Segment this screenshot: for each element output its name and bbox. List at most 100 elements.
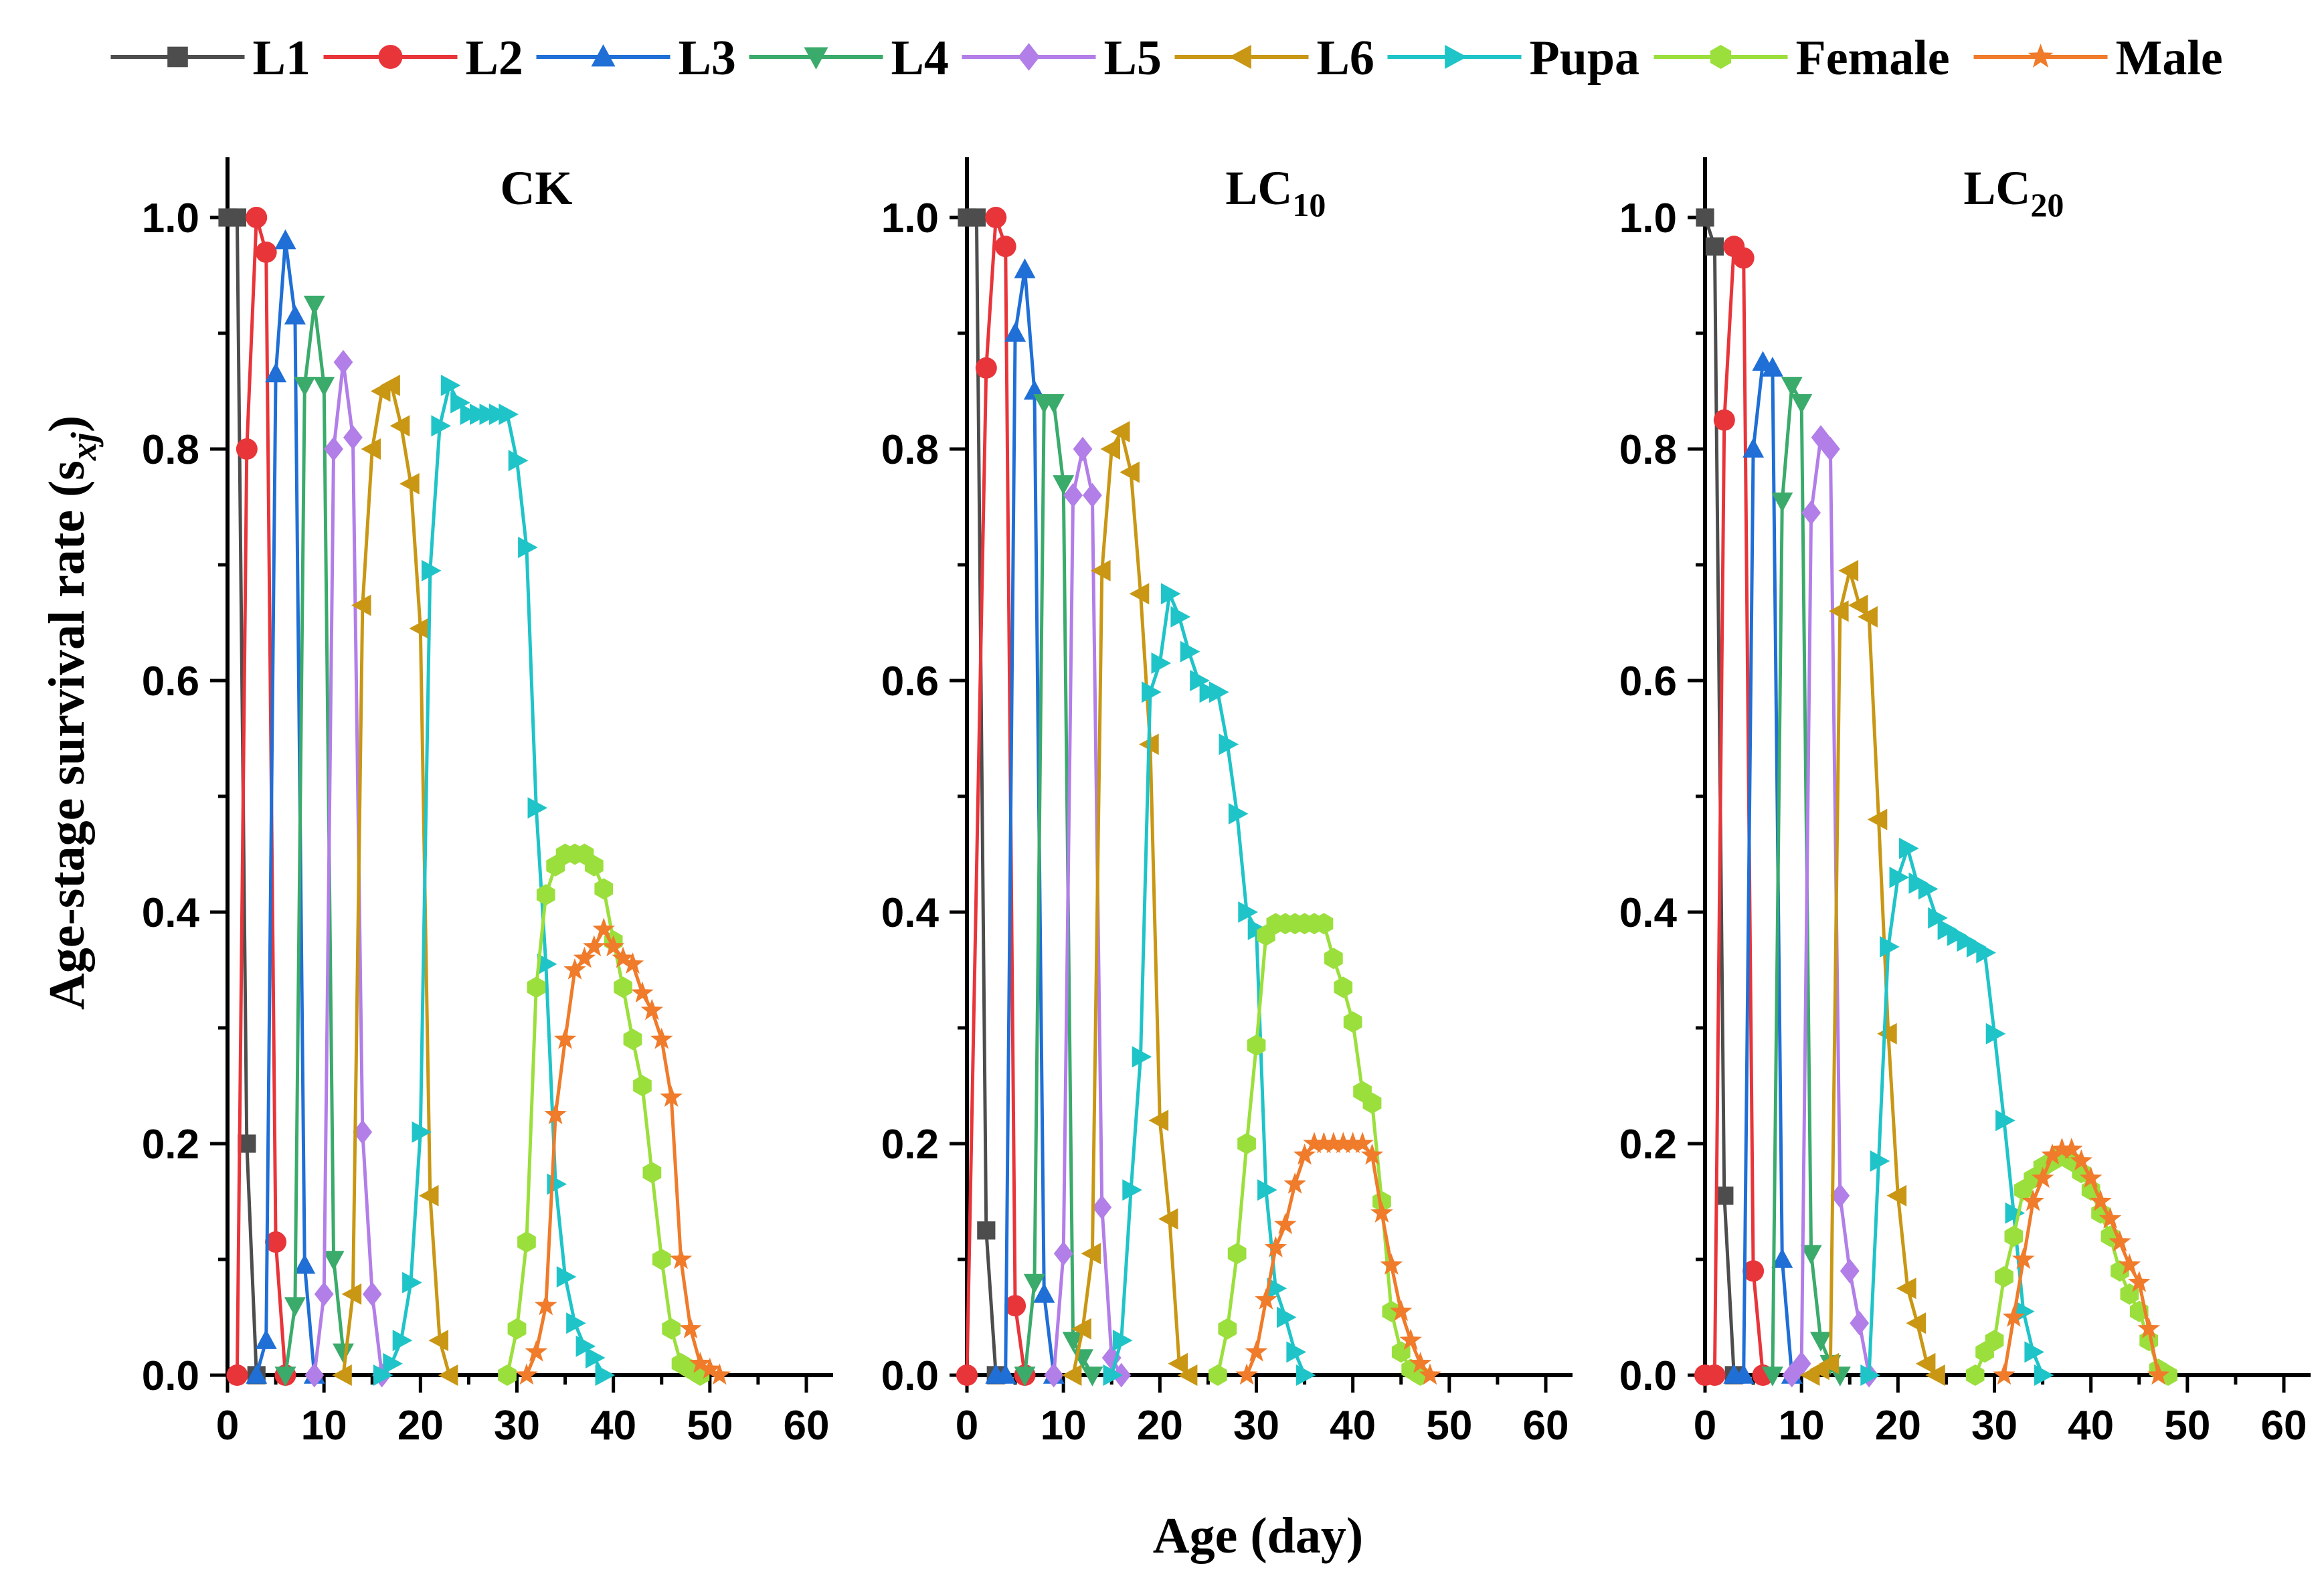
x-tick-label: 10	[301, 1403, 347, 1449]
data-point-pupa	[566, 1312, 586, 1334]
data-point-l5	[1850, 1310, 1870, 1336]
series-line-l5	[1052, 447, 1123, 1377]
data-point-male	[660, 1085, 683, 1107]
data-point-l6	[332, 1364, 352, 1386]
data-point-pupa	[1219, 733, 1239, 756]
data-point-pupa	[1238, 901, 1258, 923]
data-point-female	[642, 1162, 662, 1184]
data-point-l4	[1771, 493, 1793, 513]
data-point-male	[679, 1317, 702, 1338]
data-point-male	[708, 1363, 731, 1385]
data-point-pupa	[2005, 1202, 2026, 1224]
data-point-pupa	[1228, 803, 1249, 824]
data-point-l6	[1848, 594, 1868, 616]
data-point-pupa	[595, 1364, 615, 1386]
data-point-male	[1360, 1143, 1384, 1165]
x-tick-label: 20	[397, 1403, 444, 1449]
data-point-l6	[1091, 559, 1111, 582]
data-point-l3	[1771, 1248, 1793, 1268]
data-point-l6	[409, 618, 430, 640]
data-point-pupa	[1132, 1046, 1152, 1068]
data-point-l3	[265, 362, 287, 383]
data-point-pupa	[1103, 1364, 1123, 1386]
series-l3	[985, 258, 1065, 1384]
series-l5	[304, 349, 392, 1388]
y-tick-label: 1.0	[142, 195, 199, 242]
data-point-l6	[1925, 1364, 1945, 1386]
series-line-l2	[235, 215, 287, 1376]
data-point-l6	[1129, 583, 1150, 605]
series-l6	[1061, 421, 1198, 1386]
data-point-female	[1965, 1364, 1985, 1386]
series-l6	[332, 374, 458, 1386]
legend-marker-l4	[804, 47, 828, 70]
data-point-male	[689, 1352, 712, 1373]
data-point-male	[2041, 1143, 2064, 1165]
data-point-male	[2147, 1363, 2170, 1385]
legend-item-l4: L4	[749, 31, 949, 86]
data-point-l1	[967, 208, 986, 227]
data-point-pupa	[1889, 867, 1910, 889]
series-l2	[1694, 236, 1774, 1386]
series-line-l1	[1703, 217, 1736, 1376]
data-point-male	[1283, 1172, 1306, 1194]
data-point-male	[1322, 1132, 1345, 1154]
data-point-l6	[1896, 1277, 1916, 1300]
y-tick-label: 0.6	[1619, 658, 1677, 705]
series-pupa	[1860, 837, 2054, 1386]
data-point-female	[1218, 1318, 1237, 1340]
panel-title: LC20	[1963, 161, 2064, 224]
data-point-female	[623, 1029, 642, 1051]
y-tick-label: 0.2	[1619, 1122, 1677, 1168]
data-point-l5	[1063, 482, 1083, 508]
y-axis-title: Age-stage survival rate (sxj)	[39, 416, 104, 1010]
data-point-l3	[246, 1364, 268, 1384]
data-point-pupa	[1209, 681, 1229, 703]
data-point-male	[640, 998, 664, 1021]
data-point-l4	[1081, 1366, 1103, 1387]
panel-title: LC10	[1225, 161, 1326, 224]
series-l2	[956, 207, 1036, 1386]
data-point-male	[1380, 1253, 1403, 1275]
y-tick-label: 1.0	[881, 195, 939, 242]
data-point-pupa	[1180, 640, 1200, 662]
data-point-male	[1235, 1363, 1258, 1385]
series-line-l6	[341, 383, 452, 1376]
data-point-pupa	[1880, 936, 1900, 958]
series-line-l6	[1810, 569, 1938, 1377]
data-point-l6	[1177, 1364, 1198, 1386]
series-l4	[274, 295, 354, 1387]
x-tick-label: 0	[216, 1403, 239, 1449]
data-point-l6	[341, 1283, 362, 1305]
data-point-l4	[1791, 394, 1813, 414]
data-point-l4	[1053, 475, 1075, 495]
legend: L1 L2 L3 L4 L5 L6 Pupa Female Male	[110, 31, 2223, 86]
data-point-pupa	[383, 1352, 403, 1375]
data-point-l2	[226, 1364, 248, 1386]
chart-panels: 0.00.20.40.60.81.00 10 20 30 40 50 60CK0.00.20…	[142, 157, 2311, 1449]
y-tick-label: 1.0	[1619, 195, 1677, 242]
data-point-pupa	[518, 537, 538, 558]
y-tick-label: 0.8	[1619, 427, 1677, 473]
x-tick-label: 20	[1137, 1403, 1183, 1449]
data-point-pupa	[527, 797, 548, 819]
data-point-male	[1332, 1132, 1354, 1154]
data-point-pupa	[1870, 1150, 1890, 1172]
series-line-l6	[1071, 430, 1190, 1377]
series-l3	[246, 229, 325, 1384]
legend-marker-l6	[1229, 45, 1251, 69]
data-point-male	[1419, 1363, 1441, 1385]
panel-2: 0.0 0.2 0.4 0.6 0.8 1.0 0 10 20 30 40 50 60 LC10	[881, 157, 1573, 1449]
series-l2	[226, 207, 296, 1386]
series-female	[498, 843, 710, 1386]
legend-item-l2: L2	[323, 31, 523, 86]
x-tick-label: 30	[494, 1403, 540, 1449]
data-point-l6	[1886, 1184, 1907, 1207]
data-point-male	[2089, 1189, 2112, 1211]
data-point-pupa	[1122, 1179, 1142, 1201]
data-point-l4	[284, 1297, 306, 1317]
x-tick-label: 60	[784, 1403, 830, 1449]
data-point-l5	[1092, 1195, 1112, 1220]
data-point-l1	[1715, 1186, 1734, 1205]
data-point-male	[2012, 1247, 2035, 1269]
